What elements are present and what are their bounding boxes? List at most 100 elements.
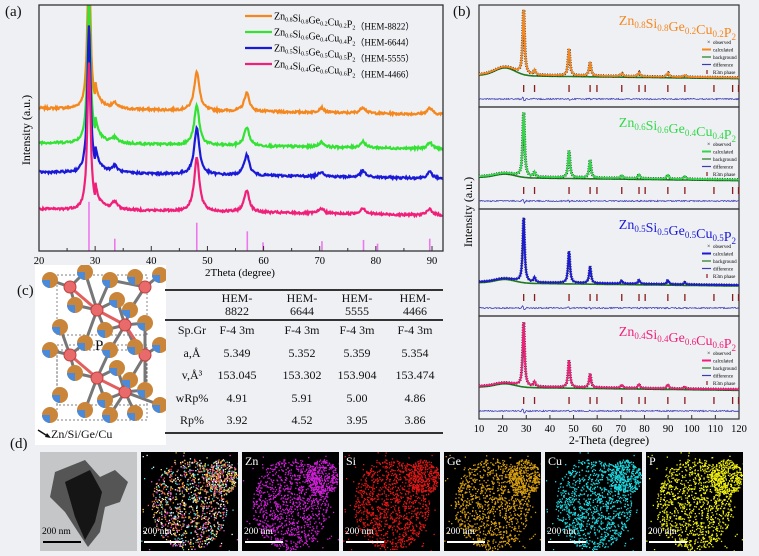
x-tick-label: 80 bbox=[639, 424, 650, 435]
legend-entry: background bbox=[713, 56, 737, 61]
svg-text:×: × bbox=[707, 142, 710, 148]
scale-bar-label: 200 nm bbox=[547, 527, 576, 537]
scale-bar bbox=[346, 541, 384, 543]
formula-element: Ge bbox=[669, 331, 685, 346]
formula-subscript: 0.8 bbox=[301, 20, 309, 26]
formula-element: Zn bbox=[274, 60, 285, 71]
legend-entry: background bbox=[713, 367, 737, 372]
formula-subscript: 2 bbox=[732, 343, 737, 353]
element-label: Zn bbox=[245, 454, 259, 468]
formula-element: P bbox=[724, 230, 732, 245]
rietveld-subplot-3: Zn0.4Si0.4Ge0.6Cu0.6P2× observedcalculate… bbox=[478, 315, 740, 420]
table-cell: 4.86 bbox=[404, 390, 426, 405]
phosphorus-atom bbox=[138, 280, 152, 294]
formula-element: Ge bbox=[669, 20, 685, 35]
formula-subscript: 0.2 bbox=[712, 29, 723, 39]
xrd-series-1 bbox=[39, 5, 443, 153]
formula-element: Zn bbox=[274, 44, 285, 55]
table-cell: 5.352 bbox=[288, 345, 316, 360]
svg-text:×: × bbox=[707, 40, 710, 46]
formula-subscript: 0.6 bbox=[685, 337, 697, 347]
row-label: wRp% bbox=[175, 390, 209, 405]
eds-map-P: P 200 nm bbox=[646, 452, 743, 551]
formula-subscript: 2 bbox=[732, 134, 737, 144]
element-label: Ge bbox=[447, 454, 461, 468]
scale-bar-label: 200 nm bbox=[345, 527, 374, 537]
formula-element: Ge bbox=[308, 48, 320, 59]
table-cell: 4.91 bbox=[226, 390, 248, 405]
formula-element: Zn bbox=[619, 218, 635, 233]
legend-entry: R3m phase bbox=[713, 173, 736, 178]
formula-element: Zn bbox=[619, 116, 635, 131]
formula-element: Si bbox=[646, 17, 658, 32]
subplot-title: Zn0.8Si0.8Ge0.2Cu0.2P2 bbox=[619, 14, 736, 42]
formula-subscript: 2 bbox=[352, 58, 355, 64]
formula-subscript: 0.5 bbox=[712, 233, 724, 243]
table-cell: 153.045 bbox=[217, 368, 257, 382]
svg-text:×: × bbox=[707, 244, 710, 250]
row-label: Rp% bbox=[180, 413, 204, 427]
legend-entry: background bbox=[713, 260, 737, 265]
x-tick-label: 50 bbox=[202, 256, 213, 267]
formula-subscript: 0.6 bbox=[657, 125, 669, 135]
formula-subscript: 0.4 bbox=[285, 66, 293, 72]
legend-entry: calculated bbox=[713, 253, 734, 258]
row-label: Sp.Gr bbox=[177, 323, 207, 337]
formula-element: Cu bbox=[696, 23, 712, 38]
formula-subscript: 0.6 bbox=[634, 122, 646, 132]
legend-entry: difference bbox=[713, 375, 734, 380]
xrd-chart-a: 20 30 40 50 60 70 80 90 Zn0.8Si0.8Ge0.2Cu0.2P2（… bbox=[19, 4, 444, 279]
formula-subscript: 0.5 bbox=[339, 56, 347, 62]
x-tick-label: 20 bbox=[497, 424, 508, 435]
crystal-structure-image: P Zn/Si/Ge/Cu bbox=[35, 264, 168, 445]
formula-subscript: 2 bbox=[352, 42, 355, 48]
formula-element: Zn bbox=[274, 12, 285, 23]
column-header: HEM- 5555 bbox=[341, 291, 373, 318]
x-axis-label-a: 2Theta (degree) bbox=[205, 267, 275, 279]
y-axis-label-a: Intensity (a.u.) bbox=[19, 95, 33, 165]
formula-subscript: 0.5 bbox=[285, 50, 293, 56]
eds-map-Ge: Ge 200 nm bbox=[444, 452, 541, 551]
calculated-curve bbox=[479, 321, 739, 391]
formula-subscript: 0.8 bbox=[285, 18, 293, 24]
formula-subscript: 0.6 bbox=[339, 72, 347, 78]
formula-subscript: 0.2 bbox=[685, 26, 696, 36]
formula-subscript: 2 bbox=[352, 26, 355, 32]
formula-subscript: 0.4 bbox=[634, 331, 646, 341]
formula-element: Cu bbox=[328, 18, 340, 29]
scale-bar-label: 200 nm bbox=[446, 527, 475, 537]
table-cell: 5.00 bbox=[346, 390, 368, 405]
xrd-series-3 bbox=[39, 62, 443, 219]
rietveld-subplot-0: Zn0.8Si0.8Ge0.2Cu0.2P2× observedcalculate… bbox=[478, 4, 740, 108]
formula-element: P bbox=[347, 20, 353, 31]
legend-entry: Zn0.8Si0.8Ge0.2Cu0.2P2（HEM-8822） bbox=[274, 12, 414, 32]
formula-subscript: 0.2 bbox=[320, 22, 328, 28]
formula-element: Si bbox=[646, 328, 658, 343]
formula-element: Ge bbox=[308, 64, 320, 75]
formula-subscript: 0.6 bbox=[712, 340, 724, 350]
svg-text:×: × bbox=[707, 351, 710, 357]
formula-subscript: 0.4 bbox=[320, 38, 328, 44]
scale-bar-label: 200 nm bbox=[42, 527, 71, 537]
formula-subscript: 0.4 bbox=[685, 128, 697, 138]
formula-element: Si bbox=[293, 14, 302, 25]
phosphorus-atom bbox=[90, 371, 104, 385]
formula-subscript: 0.8 bbox=[657, 23, 669, 33]
rietveld-subplot-2: Zn0.5Si0.5Ge0.5Cu0.5P2× observedcalculate… bbox=[478, 208, 740, 317]
formula-element: P bbox=[724, 128, 732, 143]
formula-subscript: 0.6 bbox=[285, 34, 293, 40]
formula-element: Si bbox=[646, 221, 658, 236]
formula-subscript: 2 bbox=[732, 32, 737, 42]
table-cell: 3.86 bbox=[404, 413, 426, 427]
legend-entry: background bbox=[713, 158, 737, 163]
formula-subscript: 0.6 bbox=[320, 70, 328, 76]
formula-element: Ge bbox=[669, 224, 685, 239]
formula-subscript: 0.8 bbox=[634, 20, 646, 30]
scale-bar-label: 200 nm bbox=[648, 527, 677, 537]
refinement-table: HEM- 8822 HEM- 6644 HEM- 5555 HEM- 4466 Sp.G… bbox=[165, 286, 445, 436]
formula-element: Cu bbox=[328, 50, 340, 61]
xrd-series-0 bbox=[39, 5, 443, 118]
legend-entry: difference bbox=[713, 268, 734, 273]
column-header: HEM- 6644 bbox=[286, 291, 318, 318]
table-cell: F-4 3m bbox=[339, 323, 375, 337]
